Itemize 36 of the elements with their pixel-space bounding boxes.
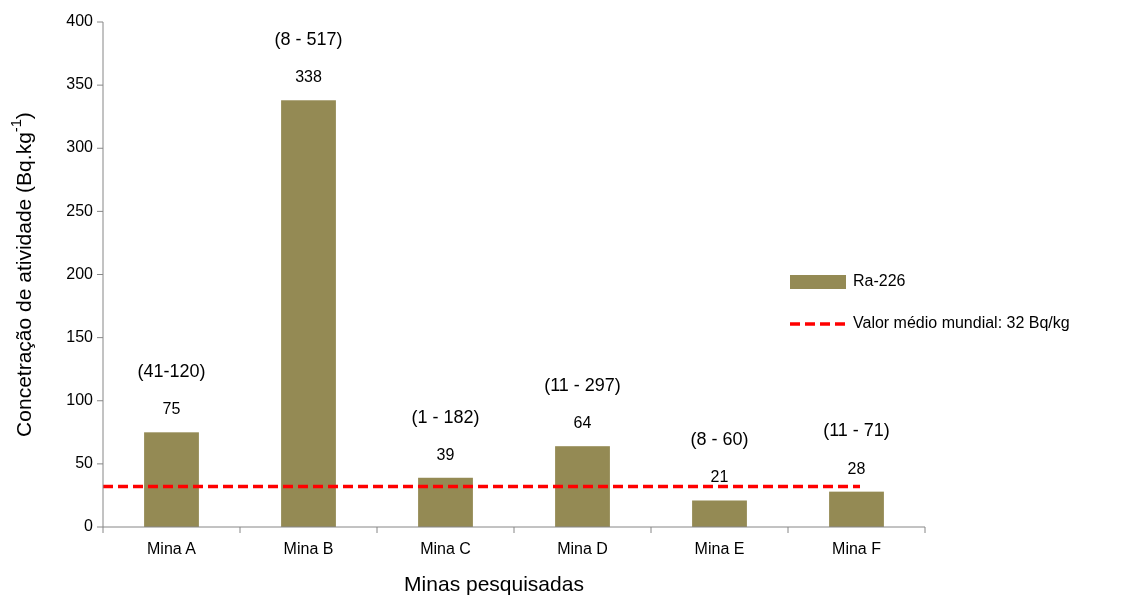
annotation: (8 - 517)	[274, 29, 343, 50]
legend-label: Valor médio mundial: 32 Bq/kg	[853, 314, 1070, 332]
data-label: 64	[573, 414, 592, 432]
x-tick-label: Mina C	[420, 540, 471, 558]
x-tick-label: Mina B	[283, 540, 334, 558]
annotation: (1 - 182)	[411, 406, 480, 427]
annotation: (11 - 297)	[544, 374, 621, 395]
bar	[555, 446, 610, 527]
bar	[144, 432, 199, 527]
bar	[418, 477, 473, 527]
bar	[692, 500, 747, 527]
y-tick-label: 250	[66, 201, 94, 219]
y-tick-label: 300	[66, 138, 94, 156]
x-tick-label: Mina F	[832, 540, 882, 558]
y-tick-label: 200	[66, 264, 94, 282]
y-tick-label: 400	[66, 12, 94, 30]
data-label: 338	[295, 68, 322, 86]
annotation: (8 - 60)	[690, 429, 749, 450]
x-tick-label: Mina D	[557, 540, 608, 558]
y-tick-label: 0	[84, 517, 94, 535]
y-tick-label: 350	[66, 75, 94, 93]
y-tick-label: 50	[75, 454, 94, 472]
y-tick-label: 150	[66, 327, 94, 345]
data-label: 21	[710, 468, 729, 486]
data-label: 28	[847, 459, 866, 477]
data-label: 39	[436, 445, 455, 463]
y-tick-label: 100	[66, 390, 94, 408]
annotation: (41-120)	[137, 361, 206, 382]
annotation: (11 - 71)	[823, 420, 890, 441]
data-label: 75	[162, 400, 181, 418]
legend-label: Ra-226	[853, 272, 906, 290]
x-tick-label: Mina E	[694, 540, 745, 558]
x-axis-title: Minas pesquisadas	[404, 571, 584, 595]
x-tick-label: Mina A	[147, 540, 197, 558]
bar	[829, 491, 884, 527]
bar	[281, 100, 336, 527]
